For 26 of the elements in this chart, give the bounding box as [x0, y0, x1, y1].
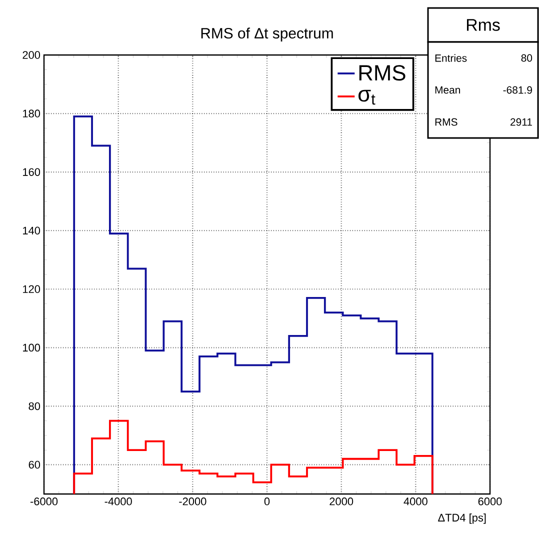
- y-tick-label: 80: [28, 402, 40, 410]
- y-tick-label: 160: [23, 168, 40, 176]
- y-tick-label: 200: [22, 51, 40, 59]
- x-tick-label: 2000: [330, 498, 354, 506]
- chart-title: RMS of Δt spectrum: [201, 28, 333, 42]
- y-tick-label: 60: [28, 460, 40, 469]
- y-tick-label: 180: [23, 110, 40, 118]
- x-tick-label: 0: [264, 498, 270, 506]
- legend-label: RMS: [359, 65, 406, 81]
- text: Rms: [466, 19, 500, 31]
- legend-label: σ$_{t}$: [358, 90, 376, 105]
- x-tick-label: -4000: [104, 498, 132, 506]
- x-tick-label: -2000: [179, 498, 206, 506]
- y-tick-label: 140: [23, 226, 40, 234]
- annotation: Mean: [435, 86, 460, 94]
- text: -681.9: [503, 86, 532, 94]
- x-tick-label: -6000: [30, 498, 58, 506]
- text: 80: [521, 54, 532, 62]
- y-tick-label: 100: [23, 344, 40, 352]
- text: 2911: [510, 118, 532, 126]
- annotation: RMS: [435, 118, 458, 126]
- x-tick-label: 4000: [404, 498, 428, 506]
- x-tick-label: 6000: [478, 498, 502, 506]
- annotation: Entries: [435, 54, 467, 62]
- x-axis-title: ΔTD4 [ps]: [438, 514, 486, 524]
- y-tick-label: 120: [23, 285, 40, 294]
